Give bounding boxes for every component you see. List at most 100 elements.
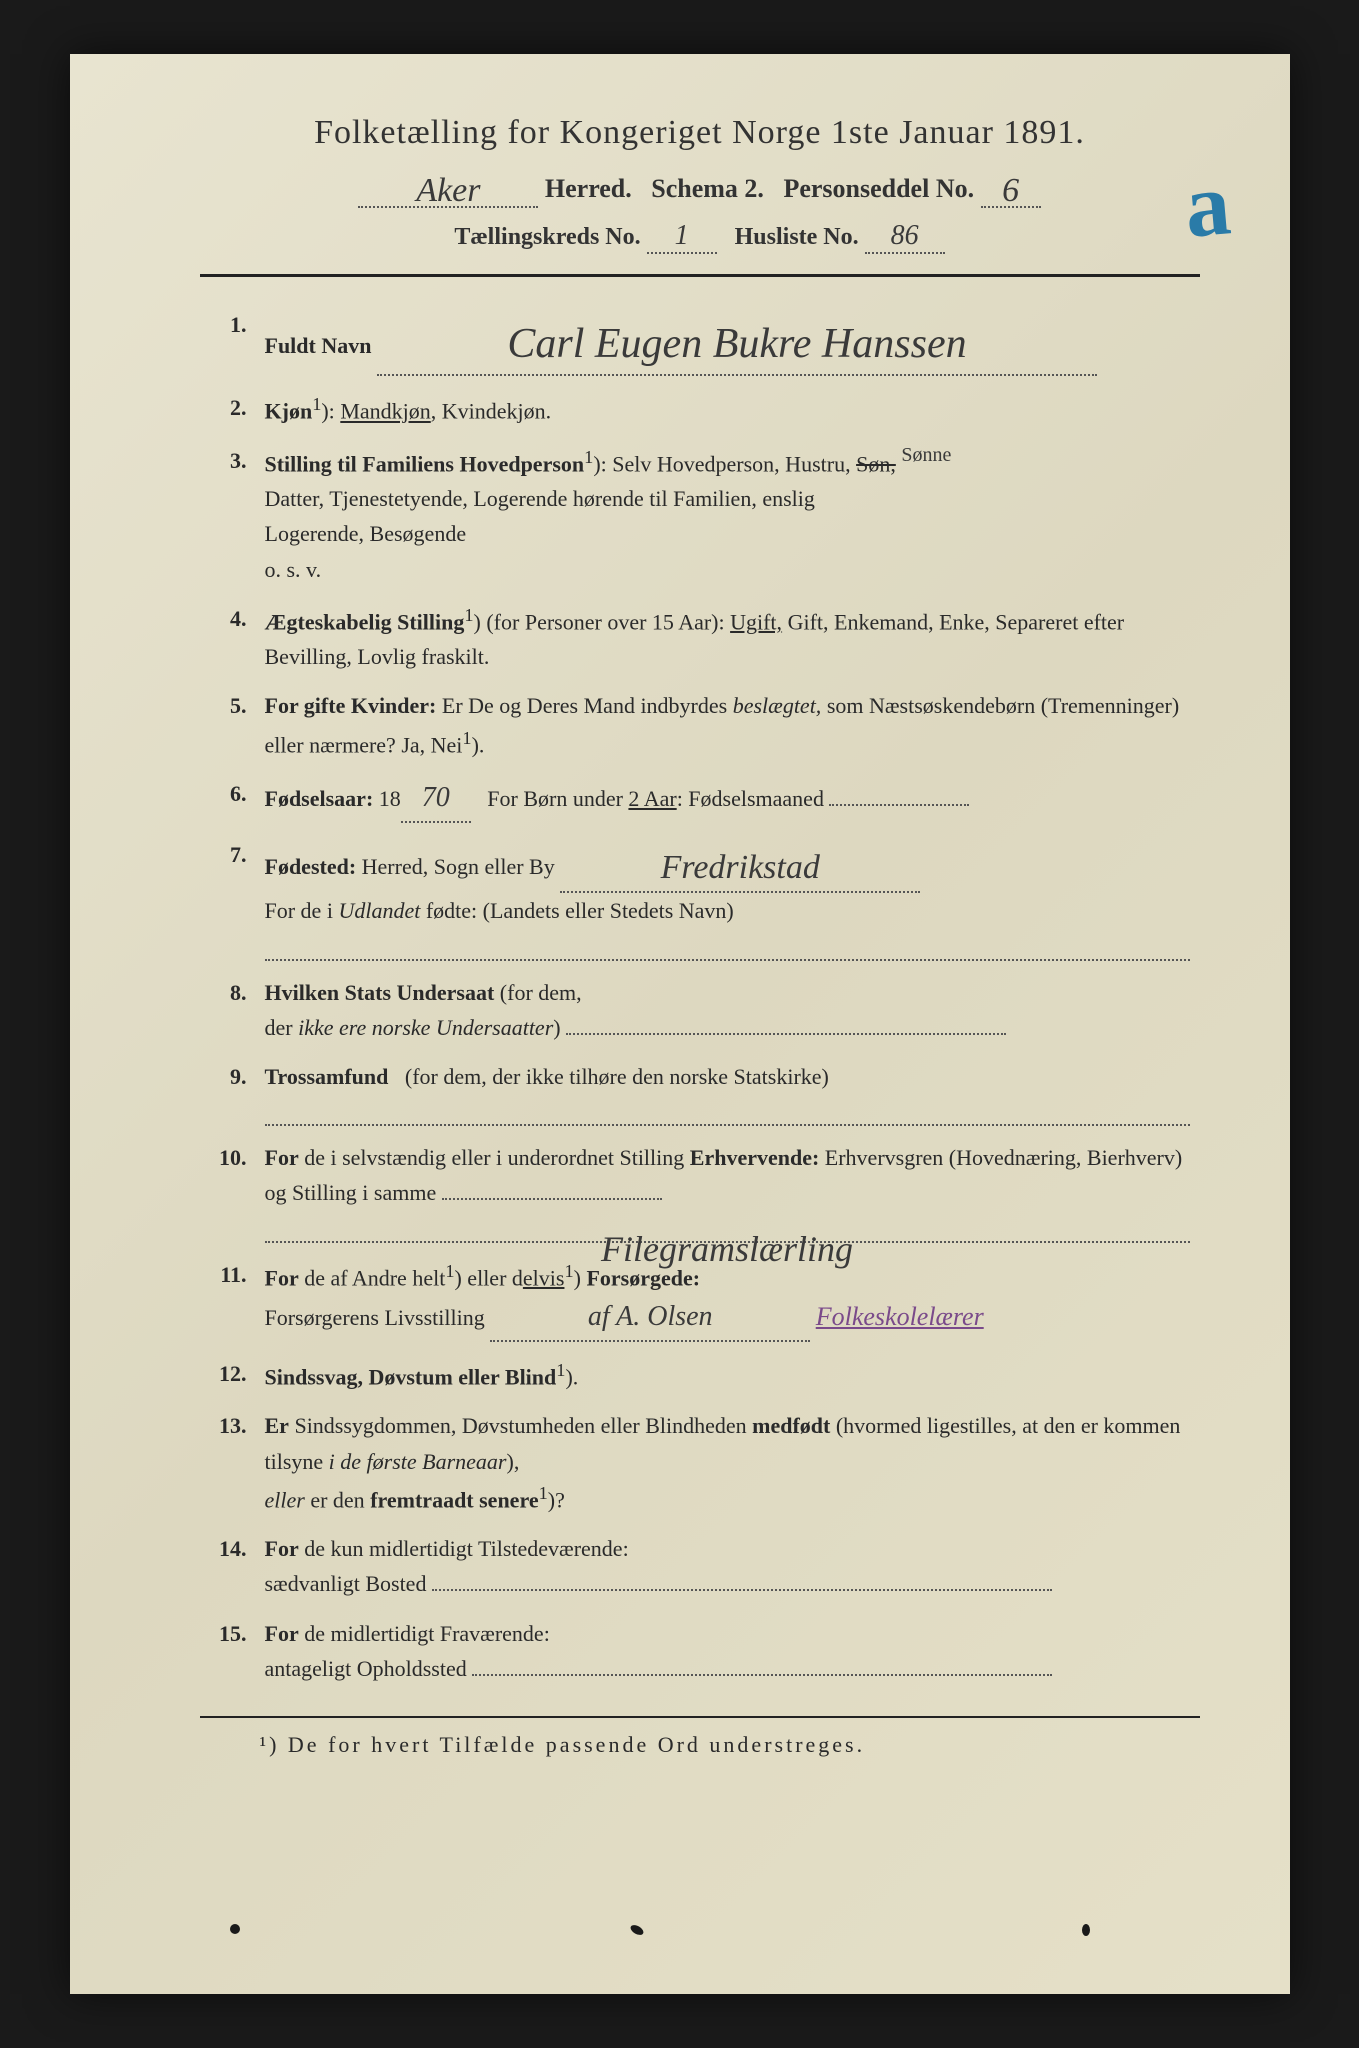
options-line2: Datter, Tjenestetyende, Logerende hørend…: [265, 486, 815, 511]
label-er: Er: [265, 1413, 289, 1438]
opt-ugift: Ugift,: [730, 609, 782, 634]
header-rule: [200, 274, 1200, 277]
bold1: medfødt: [752, 1413, 830, 1438]
label-erh: Erhvervende:: [690, 1145, 820, 1170]
text1: Sindssygdommen, Døvstumheden eller Blind…: [294, 1413, 746, 1438]
field-label: Kjøn: [265, 399, 313, 424]
field-8: 8. Hvilken Stats Undersaat (for dem, der…: [210, 975, 1190, 1045]
field-6: 6. Fødselsaar: 1870 For Børn under 2 Aar…: [210, 776, 1190, 823]
form-header: Folketælling for Kongeriget Norge 1ste J…: [200, 114, 1200, 254]
maaned-label: : Fødselsmaaned: [677, 786, 824, 811]
field-label: Fødested:: [265, 854, 357, 879]
options-line3: Logerende, Besøgende: [265, 521, 467, 546]
purple-annotation: Folkeskolelærer: [816, 1302, 984, 1331]
field-num: 12.: [210, 1356, 265, 1395]
schema-label: Schema 2.: [651, 174, 764, 203]
herred-value: Aker: [416, 172, 480, 210]
header-line-2: Aker Herred. Schema 2. Personseddel No. …: [200, 168, 1200, 208]
field-num: 6.: [210, 776, 265, 823]
colon: ):: [321, 399, 334, 424]
field-num: 2.: [210, 390, 265, 429]
name-value: Carl Eugen Bukre Hanssen: [507, 311, 966, 378]
form-body: 1. Fuldt Navn Carl Eugen Bukre Hanssen 2…: [200, 307, 1200, 1686]
personseddel-value: 6: [1002, 172, 1019, 210]
line2b: fødte: (Landets eller Stedets Navn): [426, 898, 734, 923]
text1: Er De og Deres Mand indbyrdes: [442, 693, 727, 718]
footnote: ¹) De for hvert Tilfælde passende Ord un…: [200, 1732, 1200, 1758]
husliste-label: Husliste No.: [735, 224, 859, 250]
main-title: Folketælling for Kongeriget Norge 1ste J…: [200, 114, 1200, 152]
field-label: Trossamfund: [265, 1064, 389, 1089]
italic1: i de første Barneaar: [329, 1449, 507, 1474]
field-label: Hvilken Stats Undersaat: [265, 980, 495, 1005]
header-line-3: Tællingskreds No. 1 Husliste No. 86: [200, 220, 1200, 254]
field-num: 15.: [210, 1616, 265, 1686]
field-4: 4. Ægteskabelig Stilling1) (for Personer…: [210, 601, 1190, 675]
footnote-text: De for hvert Tilfælde passende Ord under…: [288, 1732, 865, 1757]
sup-marker: 1: [464, 605, 473, 625]
year-prefix: 18: [379, 786, 401, 811]
line2: sædvanligt Bosted: [265, 1571, 427, 1596]
italic1: beslægtet,: [733, 693, 822, 718]
field-label: Fuldt Navn: [265, 333, 372, 358]
census-form-page: a Folketælling for Kongeriget Norge 1ste…: [70, 54, 1290, 1994]
end: ).: [472, 732, 485, 757]
paren: ) (for Personer over 15 Aar):: [474, 609, 725, 634]
inkblot-icon: [1082, 1924, 1090, 1936]
field-label: Fødselsaar:: [265, 786, 374, 811]
text3: ),: [507, 1449, 520, 1474]
end: ).: [565, 1364, 578, 1389]
line2: der: [265, 1015, 293, 1040]
italic: ikke ere norske Undersaatter: [298, 1015, 553, 1040]
field-label: Sindssvag, Døvstum eller Blind: [265, 1364, 557, 1389]
field-num: 5.: [210, 688, 265, 762]
field-num: 10.: [210, 1140, 265, 1242]
inkblot-icon: [628, 1923, 644, 1937]
sub-label: Herred, Sogn eller By: [362, 854, 555, 879]
field-15: 15. For de midlertidigt Fraværende: anta…: [210, 1616, 1190, 1686]
field-10: 10. For de i selvstændig eller i underor…: [210, 1140, 1190, 1242]
line2: antageligt Opholdssted: [265, 1656, 467, 1681]
occupation-value: Filegramslærling: [601, 1221, 853, 1279]
provider-value: af A. Olsen: [588, 1301, 713, 1332]
field-1: 1. Fuldt Navn Carl Eugen Bukre Hanssen: [210, 307, 1190, 376]
field-5: 5. For gifte Kvinder: Er De og Deres Man…: [210, 688, 1190, 762]
kreds-label: Tællingskreds No.: [454, 224, 640, 250]
field-2: 2. Kjøn1): Mandkjøn, Kvindekjøn.: [210, 390, 1190, 429]
inkblot-icon: [230, 1924, 240, 1934]
field-num: 4.: [210, 601, 265, 675]
text4: er den: [310, 1487, 364, 1512]
sup2: 1: [564, 1261, 573, 1281]
field-num: 14.: [210, 1531, 265, 1601]
herred-label: Herred.: [545, 174, 632, 203]
opt-mandkjon: Mandkjøn: [340, 399, 430, 424]
footnote-rule: [200, 1716, 1200, 1718]
field-13: 13. Er Sindssygdommen, Døvstumheden elle…: [210, 1408, 1190, 1517]
text: de midlertidigt Fraværende:: [304, 1621, 550, 1646]
husliste-value: 86: [891, 220, 919, 251]
birthplace-value: Fredrikstad: [661, 841, 820, 895]
line2a: For de i: [265, 898, 333, 923]
label-for: For: [265, 1621, 299, 1646]
field-num: 9.: [210, 1059, 265, 1126]
label-for: For: [265, 1145, 299, 1170]
field-num: 1.: [210, 307, 265, 376]
paren: (for dem,: [500, 980, 582, 1005]
field-num: 7.: [210, 837, 265, 961]
year-value: 70: [422, 782, 450, 813]
born-label: For Børn under: [487, 786, 623, 811]
field-7: 7. Fødested: Herred, Sogn eller By Fredr…: [210, 837, 1190, 961]
bold2: fremtraadt senere: [370, 1487, 538, 1512]
kreds-value: 1: [675, 220, 689, 251]
field-12: 12. Sindssvag, Døvstum eller Blind1).: [210, 1356, 1190, 1395]
colon: ):: [593, 451, 606, 476]
field-9: 9. Trossamfund (for dem, der ikke tilhør…: [210, 1059, 1190, 1126]
field-num: 13.: [210, 1408, 265, 1517]
paren: (for dem, der ikke tilhøre den norske St…: [405, 1064, 829, 1089]
italic2: eller: [265, 1487, 305, 1512]
field-label: Ægteskabelig Stilling: [265, 609, 465, 634]
sup-marker: 1: [312, 394, 321, 414]
sup-marker: 1: [584, 447, 593, 467]
personseddel-label: Personseddel No.: [783, 174, 974, 203]
opt-kvindekjon: Kvindekjøn.: [442, 399, 551, 424]
